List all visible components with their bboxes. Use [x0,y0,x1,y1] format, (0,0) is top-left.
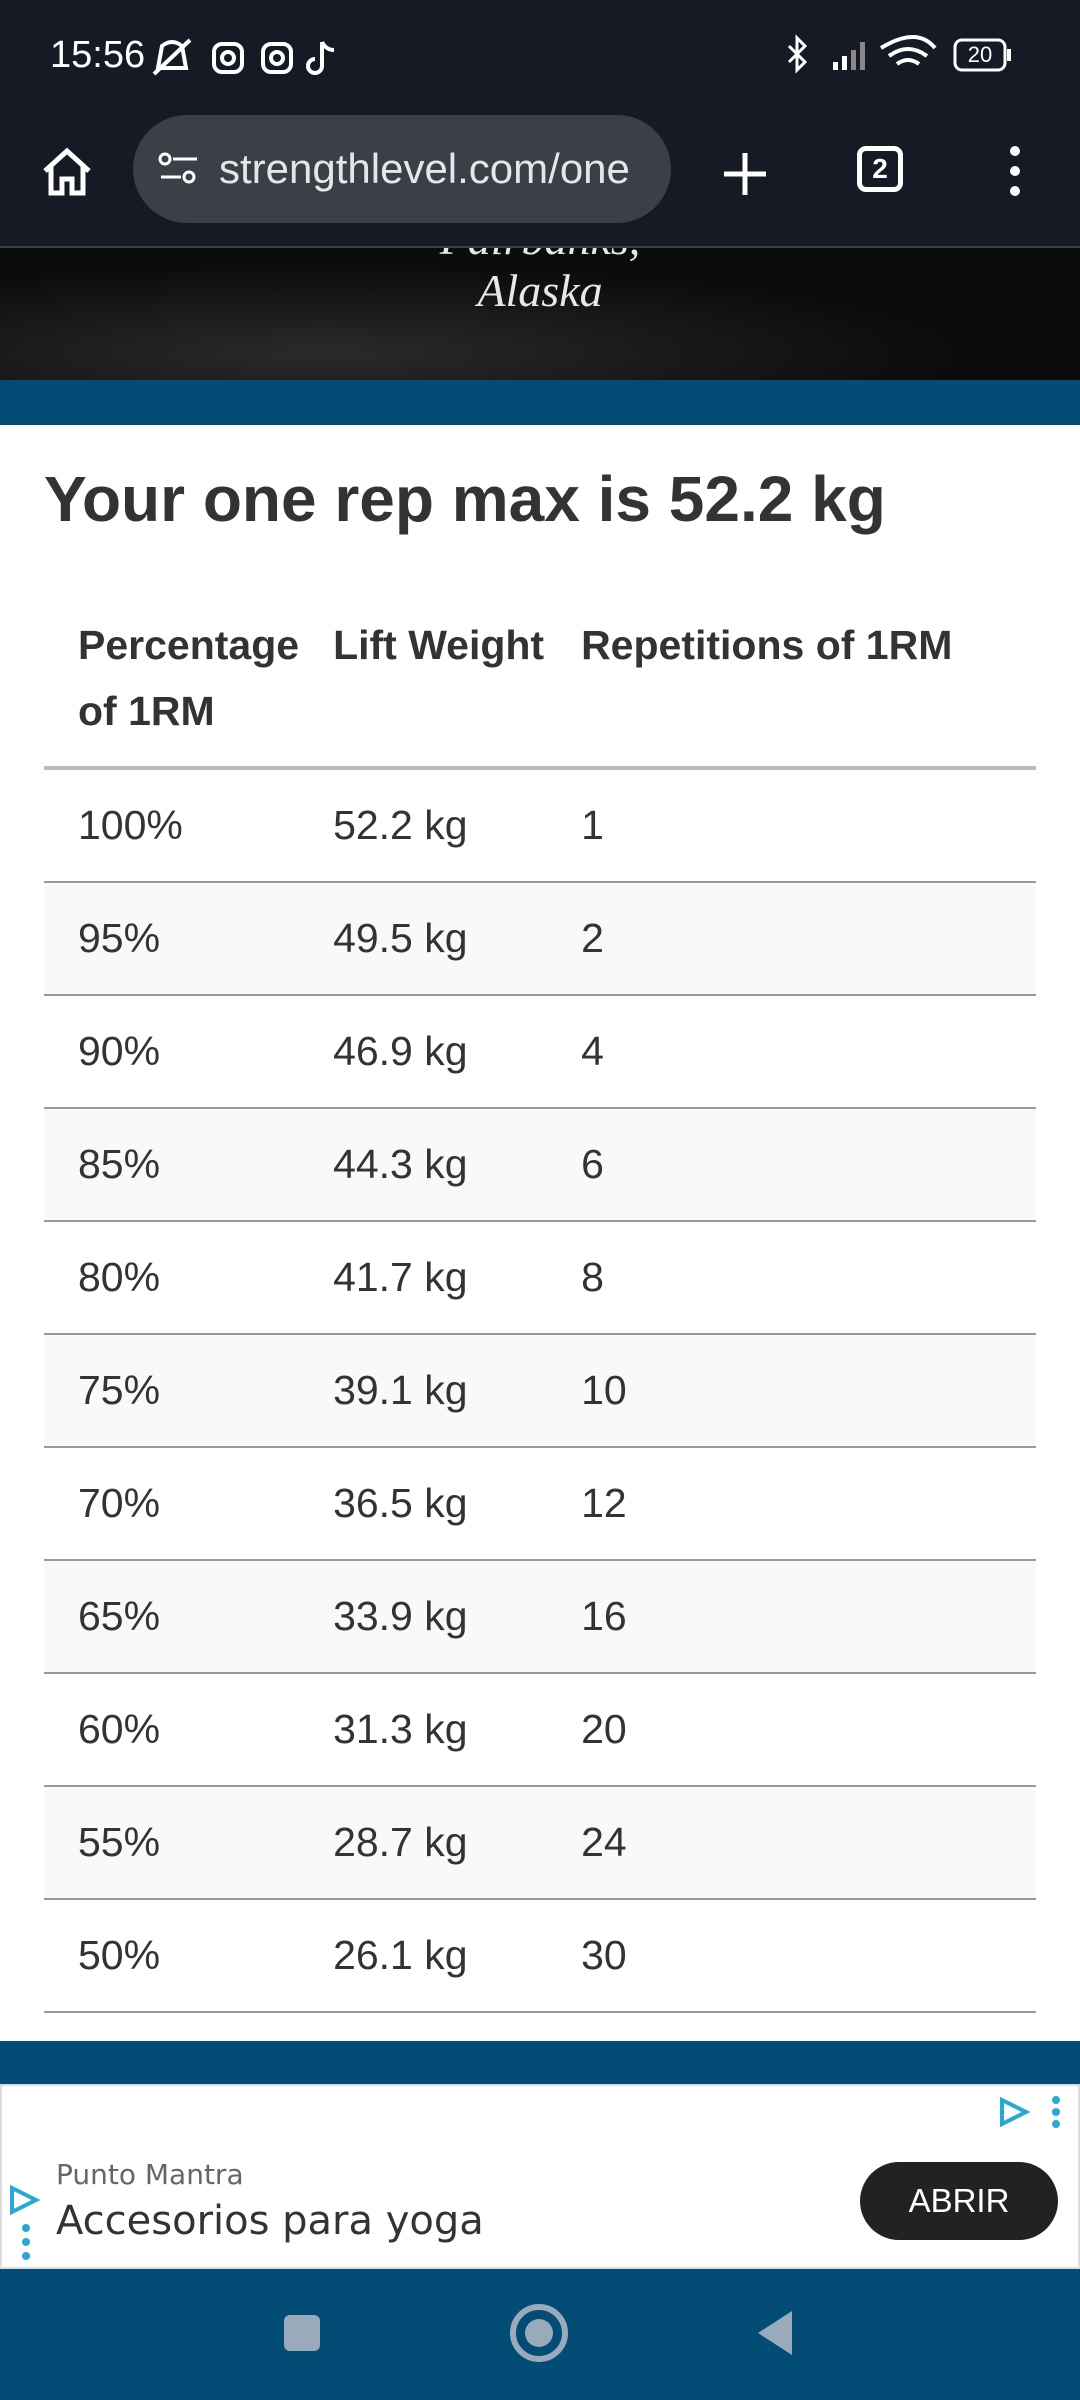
table-cell: 8 [547,1221,1036,1335]
table-cell: 55% [44,1786,300,1900]
menu-button[interactable] [1000,143,1030,203]
table-cell: 50% [44,1899,300,2013]
table-row: 60% 31.3 kg 20 [44,1673,1036,1787]
home-button[interactable] [40,145,94,199]
table-row: 75% 39.1 kg 10 [44,1334,1036,1448]
ad-icon [10,2184,41,2260]
section-band [0,380,1080,425]
table-row: 70% 36.5 kg 12 [44,1447,1036,1561]
table-row: 80% 41.7 kg 8 [44,1221,1036,1335]
url-text: strengthlevel.com/one [219,145,630,192]
notification-icons [152,38,335,76]
table-cell: 4 [547,995,1036,1109]
header-row: Percentage of 1RM Lift Weight Repetitions … [44,600,1036,770]
table-cell: 75% [44,1334,300,1448]
home-nav-button[interactable] [510,2304,568,2362]
new-tab-button[interactable] [720,149,770,199]
url-bar[interactable]: strengthlevel.com/one [133,115,671,223]
table-cell: 52.2 kg [299,768,548,883]
table-cell: 95% [44,882,300,996]
table-cell: 33.9 kg [299,1560,548,1674]
table-cell: 39.1 kg [299,1334,548,1448]
table-cell: 85% [44,1108,300,1222]
recents-button[interactable] [284,2315,320,2351]
table-cell: 30 [547,1899,1036,2013]
table-row: 90% 46.9 kg 4 [44,995,1036,1109]
table-cell: 12 [547,1447,1036,1561]
result-title: Your one rep max is 52.2 kg [44,463,886,535]
table-cell: 100% [44,768,300,883]
table-cell: 26.1 kg [299,1899,548,2013]
ad-headline: Accesorios para yoga [56,2198,484,2244]
ad-banner[interactable]: Punto Mantra Accesorios para yoga ABRIR [0,2084,1080,2269]
hero-text: Alaska [477,265,603,316]
table-cell: 44.3 kg [299,1108,548,1222]
section-band [0,2041,1080,2084]
column-header: Percentage of 1RM [44,600,300,770]
back-button[interactable] [758,2311,792,2355]
table-cell: 36.5 kg [299,1447,548,1561]
system-icons [787,34,1011,74]
table-row: 85% 44.3 kg 6 [44,1108,1036,1222]
column-header: Repetitions of 1RM [547,600,1036,770]
table-cell: 41.7 kg [299,1221,548,1335]
column-header: Lift Weight [299,600,548,770]
browser-toolbar: strengthlevel.com/one 2 [0,115,1080,248]
table-cell: 2 [547,882,1036,996]
ad-choices[interactable] [996,2094,1066,2130]
table-row: 50% 26.1 kg 30 [44,1899,1036,2013]
table-row: 65% 33.9 kg 16 [44,1560,1036,1674]
table-cell: 20 [547,1673,1036,1787]
tab-switcher[interactable]: 2 [857,146,903,192]
table-cell: 70% [44,1447,300,1561]
hero-text: Fairbanks, [0,248,1080,265]
table-row: 100% 52.2 kg 1 [44,768,1036,883]
table-cell: 46.9 kg [299,995,548,1109]
table-row: 55% 28.7 kg 24 [44,1786,1036,1900]
hero-image: Fairbanks, Alaska [0,248,1080,380]
table-cell: 16 [547,1560,1036,1674]
table-cell: 31.3 kg [299,1673,548,1787]
table-cell: 60% [44,1673,300,1787]
table-cell: 65% [44,1560,300,1674]
nav-buttons [284,2304,792,2362]
table-cell: 49.5 kg [299,882,548,996]
ad-advertiser: Punto Mantra [56,2158,244,2191]
table-cell: 80% [44,1221,300,1335]
table-cell: 1 [547,768,1036,883]
status-bar: 15:56 20 [0,0,1080,115]
ad-button[interactable]: ABRIR [860,2162,1058,2240]
table-cell: 28.7 kg [299,1786,548,1900]
site-info-icon[interactable] [157,149,201,189]
time: 15:56 [50,34,146,76]
table-cell: 90% [44,995,300,1109]
nav-bar [0,2269,1080,2400]
table-row: 95% 49.5 kg 2 [44,882,1036,996]
battery-level: 20 [967,42,993,67]
table-cell: 24 [547,1786,1036,1900]
table-cell: 6 [547,1108,1036,1222]
table-cell: 10 [547,1334,1036,1448]
one-rep-max-table: Percentage of 1RM Lift Weight Repetitions … [44,600,1036,2013]
